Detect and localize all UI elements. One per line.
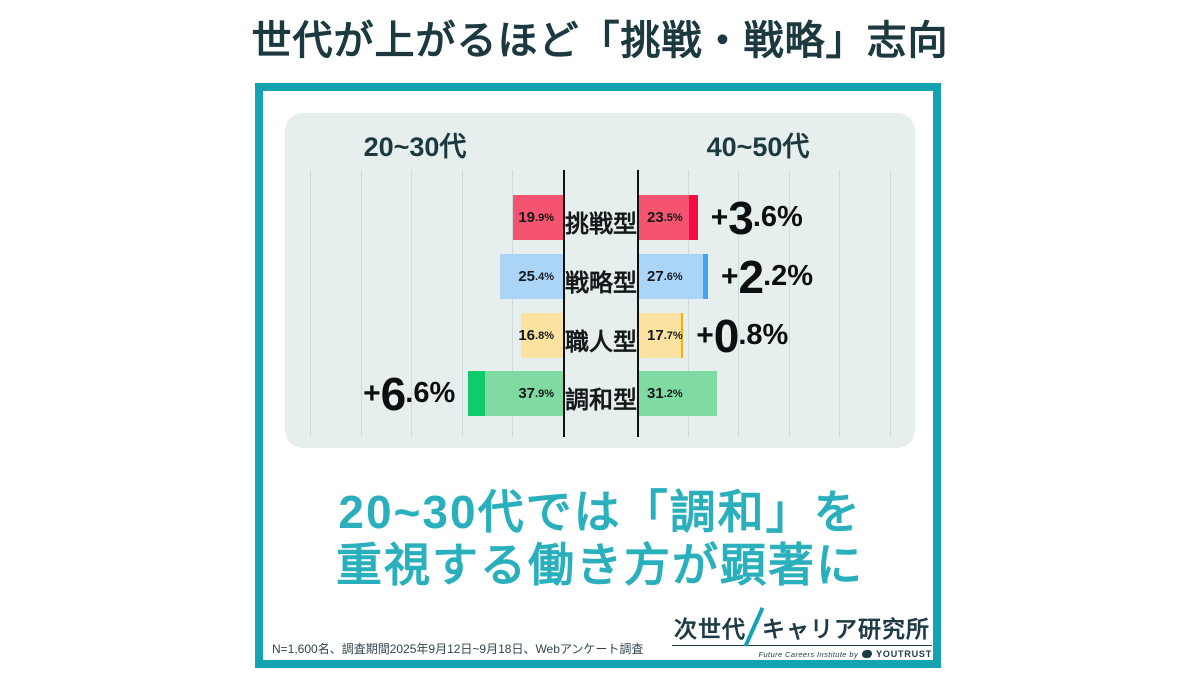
bar-accent-tip — [702, 254, 708, 299]
gridline — [310, 170, 311, 437]
axis-line-right — [637, 170, 639, 437]
bar-value-label: 19.9% — [518, 209, 554, 226]
key-message-line2: 重視する働き方が顕著に — [336, 539, 864, 591]
bar-value-label: 25.4% — [518, 268, 554, 285]
survey-footnote: N=1,600名、調査期間2025年9月12日~9月18日、Webアンケート調査 — [272, 642, 644, 656]
chart-panel: 20~30代 40~50代 19.9% 23.5% 挑戦型 +3.6% 25.4% 27.… — [285, 113, 915, 448]
gridline — [512, 170, 513, 437]
gridline — [890, 170, 891, 437]
bar-accent-tip — [681, 313, 684, 358]
gridline — [789, 170, 790, 437]
bar-accent-tip — [688, 195, 698, 240]
youtrust-logo-icon — [862, 650, 873, 658]
group-header-left: 20~30代 — [363, 132, 467, 162]
bar-value-label: 16.8% — [518, 327, 554, 344]
category-label: 職人型 — [565, 329, 637, 356]
key-message-line1: 20~30代では「調和」を — [338, 486, 862, 538]
logo-main: 次世代 キャリア研究所 — [672, 606, 932, 647]
logo-text-right: キャリア研究所 — [762, 616, 930, 642]
key-message: 20~30代では「調和」を 重視する働き方が顕著に — [0, 486, 1200, 592]
bar-left-戦略型: 25.4% — [499, 254, 563, 299]
gridline — [839, 170, 840, 437]
bar-left-調和型: 37.9% — [468, 371, 563, 416]
logo-brand-name: YOUTRUST — [876, 649, 932, 659]
category-label: 調和型 — [565, 387, 637, 414]
diff-label: +3.6% — [710, 191, 803, 244]
bar-value-label: 37.9% — [518, 385, 554, 402]
bar-value-label: 27.6% — [647, 268, 683, 285]
bar-right-職人型: 17.7% — [639, 313, 684, 358]
bar-left-職人型: 16.8% — [518, 313, 563, 358]
diff-label: +2.2% — [721, 250, 814, 303]
gridline — [738, 170, 739, 437]
bar-right-挑戦型: 23.5% — [639, 195, 698, 240]
axis-line-left — [563, 170, 565, 437]
gridline — [361, 170, 362, 437]
brand-logo: 次世代 キャリア研究所 Future Careers Institute by … — [672, 606, 932, 659]
bar-right-調和型: 31.2% — [639, 371, 717, 416]
bar-accent-tip — [468, 371, 485, 416]
gridline — [462, 170, 463, 437]
group-header-right: 40~50代 — [706, 132, 810, 162]
logo-sub-text: Future Careers Institute by — [758, 649, 859, 659]
diff-label: +6.6% — [363, 367, 456, 420]
page-title: 世代が上がるほど「挑戦・戦略」志向 — [251, 19, 949, 63]
gridline — [411, 170, 412, 437]
gridline — [688, 170, 689, 437]
category-label: 挑戦型 — [565, 211, 637, 238]
bar-right-戦略型: 27.6% — [639, 254, 708, 299]
bar-value-label: 17.7% — [647, 327, 683, 344]
logo-text-left: 次世代 — [674, 616, 746, 642]
bar-value-label: 23.5% — [647, 209, 683, 226]
category-label: 戦略型 — [565, 270, 637, 297]
bar-left-挑戦型: 19.9% — [513, 195, 563, 240]
bar-value-label: 31.2% — [647, 385, 683, 402]
diff-label: +0.8% — [696, 309, 789, 362]
logo-subline: Future Careers Institute by YOUTRUST — [672, 649, 932, 659]
